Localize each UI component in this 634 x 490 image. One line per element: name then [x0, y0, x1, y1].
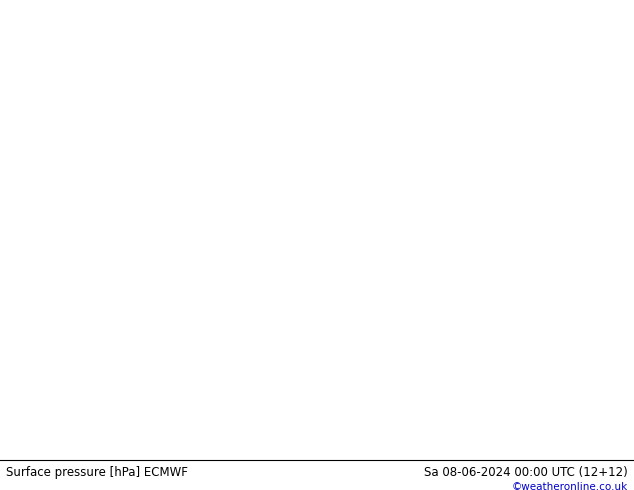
Text: ©weatheronline.co.uk: ©weatheronline.co.uk [512, 482, 628, 490]
Text: Surface pressure [hPa] ECMWF: Surface pressure [hPa] ECMWF [6, 466, 188, 479]
Text: Sa 08-06-2024 00:00 UTC (12+12): Sa 08-06-2024 00:00 UTC (12+12) [424, 466, 628, 479]
